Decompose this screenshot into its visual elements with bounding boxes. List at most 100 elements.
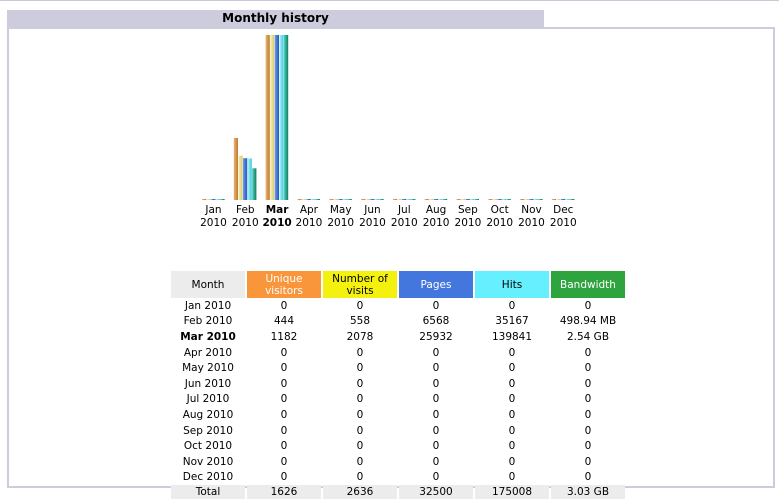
bar-mar-series-1 [270, 35, 275, 200]
cell-pages: 0 [432, 362, 440, 375]
header-pages: Pages [399, 271, 473, 298]
cell-visits: 0 [356, 299, 364, 312]
cell-bandwidth: 0 [584, 362, 592, 375]
cell-unique: 0 [280, 393, 288, 406]
x-tick-month: Jun [363, 204, 380, 216]
cell-visits: 0 [356, 393, 364, 406]
table-row: Nov 2010 0 0 0 0 0 [171, 454, 625, 470]
table-row: Jan 2010 0 0 0 0 0 [171, 298, 625, 314]
cell-unique: 0 [280, 377, 288, 390]
x-tick-year: 2010 [550, 217, 577, 229]
bar-jul-series-2 [402, 199, 407, 200]
x-tick-year: 2010 [359, 217, 386, 229]
bar-jun-series-1 [365, 199, 370, 200]
bar-jun-series-4 [379, 199, 384, 200]
cell-hits: 0 [508, 471, 516, 484]
bar-feb-series-0 [233, 138, 238, 200]
header-hits: Hits [475, 271, 549, 298]
bar-aug-series-0 [424, 199, 429, 200]
bar-apr-series-4 [315, 199, 320, 200]
bar-dec-series-2 [561, 199, 566, 200]
bar-may-series-2 [338, 199, 343, 200]
header-month: Month [171, 271, 245, 298]
cell-unique: 0 [280, 346, 288, 359]
monthly-chart: Jan2010Feb2010Mar2010Apr2010May2010Jun20… [200, 35, 577, 229]
cell-month: Aug 2010 [182, 408, 234, 421]
bar-jul-series-1 [397, 199, 402, 200]
cell-unique: 0 [280, 408, 288, 421]
cell-unique: 1182 [270, 330, 298, 343]
bar-dec-series-3 [565, 199, 570, 200]
bar-may-series-4 [347, 199, 352, 200]
bar-sep-series-1 [461, 199, 466, 200]
cell-pages: 0 [432, 455, 440, 468]
bar-oct-series-1 [492, 199, 497, 200]
cell-hits: 0 [508, 346, 516, 359]
cell-unique: 444 [273, 315, 295, 328]
cell-visits: 0 [356, 455, 364, 468]
cell-unique: 0 [280, 299, 288, 312]
table-row: Dec 2010 0 0 0 0 0 [171, 470, 625, 486]
bar-jun-series-0 [361, 199, 366, 200]
cell-hits: 0 [508, 377, 516, 390]
bar-mar-series-4 [284, 35, 289, 200]
monthly-table: Month Unique visitors Number of visits P… [169, 271, 627, 500]
bar-sep-series-0 [456, 199, 461, 200]
x-tick-month: Dec [553, 204, 574, 216]
table-row: Feb 2010 444 558 6568 35167 498.94 MB [171, 314, 625, 330]
bar-dec-series-4 [570, 199, 575, 200]
cell-month: Mar 2010 [180, 330, 236, 343]
x-tick-month: Sep [458, 204, 478, 216]
bar-aug-series-2 [433, 199, 438, 200]
bar-jul-series-4 [411, 199, 416, 200]
table-row: Aug 2010 0 0 0 0 0 [171, 407, 625, 423]
bar-feb-series-2 [243, 158, 248, 200]
cell-visits: 0 [356, 346, 364, 359]
cell-hits: 0 [508, 424, 516, 437]
cell-unique: 0 [280, 455, 288, 468]
bar-nov-series-3 [533, 199, 538, 200]
bar-may-series-3 [343, 199, 348, 200]
header-unique-visitors: Unique visitors [247, 271, 321, 298]
bar-dec-series-0 [551, 199, 556, 200]
bar-jan-series-0 [202, 199, 207, 200]
cell-unique: 0 [280, 471, 288, 484]
bar-nov-series-1 [524, 199, 529, 200]
bar-apr-series-3 [311, 199, 316, 200]
cell-pages: 0 [432, 377, 440, 390]
x-tick-year: 2010 [455, 217, 482, 229]
cell-month: Jun 2010 [184, 377, 232, 390]
bar-jan-series-2 [211, 199, 216, 200]
cell-bandwidth: 0 [584, 424, 592, 437]
cell-month: Feb 2010 [183, 315, 233, 328]
cell-pages: 0 [432, 424, 440, 437]
x-tick-month: Jul [397, 204, 411, 216]
cell-bandwidth: 0 [584, 377, 592, 390]
bar-feb-series-4 [252, 168, 257, 200]
cell-month: Jan 2010 [184, 299, 232, 312]
x-tick-month: Nov [521, 204, 542, 216]
cell-month: May 2010 [182, 362, 234, 375]
cell-bandwidth: 498.94 MB [559, 315, 617, 328]
section-title: Monthly history [7, 10, 544, 27]
cell-month: Oct 2010 [183, 440, 233, 453]
cell-unique: 0 [280, 440, 288, 453]
table-row: Apr 2010 0 0 0 0 0 [171, 345, 625, 361]
cell-pages: 25932 [419, 330, 453, 343]
cell-unique: 0 [280, 424, 288, 437]
bar-oct-series-3 [502, 199, 507, 200]
total-hits: 175008 [475, 485, 549, 500]
cell-visits: 0 [356, 408, 364, 421]
cell-hits: 139841 [491, 330, 533, 343]
cell-bandwidth: 0 [584, 440, 592, 453]
bar-nov-series-0 [520, 199, 525, 200]
cell-bandwidth: 2.54 GB [566, 330, 610, 343]
x-tick-month: Feb [236, 204, 255, 216]
cell-month: Sep 2010 [183, 424, 233, 437]
cell-bandwidth: 0 [584, 346, 592, 359]
bar-may-series-1 [333, 199, 338, 200]
cell-visits: 0 [356, 362, 364, 375]
bar-oct-series-0 [488, 199, 493, 200]
x-tick-month: Jan [204, 204, 221, 216]
total-visits: 2636 [323, 485, 397, 500]
